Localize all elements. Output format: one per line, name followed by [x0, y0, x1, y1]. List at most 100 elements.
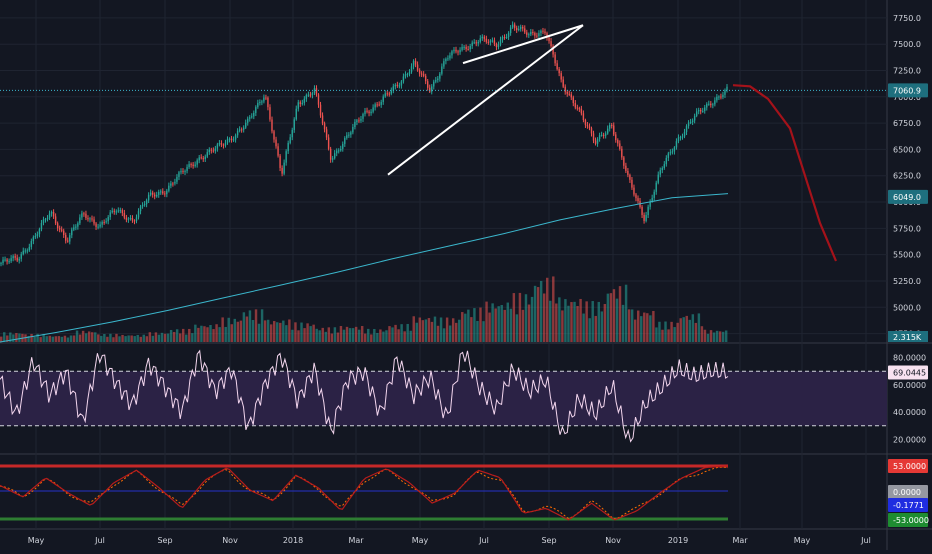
volume-bar — [309, 326, 312, 342]
candle-body — [153, 194, 156, 197]
candle-body — [133, 220, 136, 222]
price-tick-label: 5500.0 — [893, 251, 921, 260]
candle-body — [166, 190, 168, 195]
volume-bar — [266, 319, 270, 342]
candle-body — [548, 37, 550, 42]
candle-body — [501, 36, 504, 40]
candle-body — [170, 183, 172, 186]
oscillator-tick-label: 40.0000 — [893, 408, 926, 417]
volume-bar — [482, 321, 485, 342]
candle-body — [374, 104, 376, 108]
volume-bar — [182, 328, 185, 342]
candle-body — [200, 157, 202, 159]
candle-body — [257, 102, 259, 108]
candle-body — [426, 81, 429, 88]
candle-body — [404, 74, 407, 77]
candle-body — [117, 210, 120, 212]
volume-bar — [591, 301, 594, 342]
volume-bar — [257, 323, 261, 342]
candle-body — [285, 151, 287, 163]
volume-bar — [394, 324, 397, 342]
candle-body — [156, 194, 158, 197]
candle-body — [645, 215, 647, 221]
candle-body — [6, 259, 8, 262]
candle-body — [388, 93, 390, 95]
moving-average-badge-bg — [888, 189, 928, 204]
volume-bar — [106, 336, 109, 342]
candle-body — [681, 136, 684, 138]
volume-bar — [685, 315, 688, 342]
candle-body — [716, 96, 718, 101]
candle-body — [12, 256, 14, 259]
candle-body — [129, 218, 132, 220]
volume-bar — [433, 316, 437, 342]
candle-body — [671, 151, 674, 153]
candle-body — [295, 108, 297, 120]
price-tick-label: 5750.0 — [893, 224, 921, 233]
candle-body — [172, 183, 174, 185]
volume-bar — [63, 335, 67, 342]
candle-body — [247, 118, 249, 123]
volume-bar — [318, 330, 321, 342]
candle-body — [465, 46, 467, 49]
oscillator-tick-label: 60.0000 — [893, 381, 926, 390]
volume-bar — [206, 327, 209, 342]
candle-body — [524, 28, 526, 33]
candle-body — [210, 149, 213, 151]
candle-body — [342, 143, 344, 149]
candle-body — [606, 128, 609, 134]
volume-bar — [430, 321, 434, 342]
candle-body — [234, 135, 237, 140]
candle-body — [10, 258, 12, 262]
volume-bar — [57, 336, 61, 342]
volume-bar — [324, 331, 327, 342]
volume-bar — [103, 333, 106, 342]
candle-body — [91, 218, 93, 220]
candle-body — [505, 36, 508, 38]
x-tick-label: 2019 — [668, 536, 688, 545]
volume-bar — [294, 322, 297, 342]
candle-body — [34, 235, 37, 238]
candle-body — [65, 234, 67, 241]
volume-bar — [594, 315, 597, 342]
volume-bar — [585, 301, 588, 342]
moving-average-line — [0, 193, 729, 343]
candle-body — [532, 32, 534, 34]
candle-body — [251, 116, 253, 118]
candle-body — [344, 138, 346, 144]
volume-bar — [688, 319, 691, 342]
candle-body — [291, 129, 293, 138]
candle-body — [503, 36, 506, 38]
volume-bar — [300, 322, 303, 342]
volume-bar — [215, 324, 218, 342]
candle-body — [499, 39, 502, 45]
candle-body — [372, 107, 374, 112]
candle-body — [592, 133, 595, 141]
candle-body — [392, 86, 395, 91]
candle-body — [594, 140, 597, 144]
volume-bar — [72, 335, 76, 342]
candle-body — [453, 49, 455, 52]
volume-bar — [94, 332, 97, 342]
candle-body — [380, 101, 382, 105]
candle-body — [615, 134, 617, 141]
candle-body — [673, 147, 676, 152]
candle-body — [477, 41, 479, 44]
candle-body — [697, 110, 700, 112]
candle-body — [364, 110, 366, 115]
candle-body — [44, 219, 47, 221]
candle-body — [208, 149, 211, 153]
candle-body — [600, 134, 603, 136]
volume-bar — [691, 314, 695, 342]
candle-body — [724, 89, 726, 95]
candle-body — [604, 133, 607, 136]
candle-body — [236, 130, 239, 136]
candle-body — [315, 88, 318, 95]
candle-body — [273, 131, 275, 140]
candle-body — [319, 104, 322, 116]
candle-body — [515, 27, 518, 31]
volume-bar — [351, 328, 355, 342]
candle-body — [135, 217, 138, 222]
